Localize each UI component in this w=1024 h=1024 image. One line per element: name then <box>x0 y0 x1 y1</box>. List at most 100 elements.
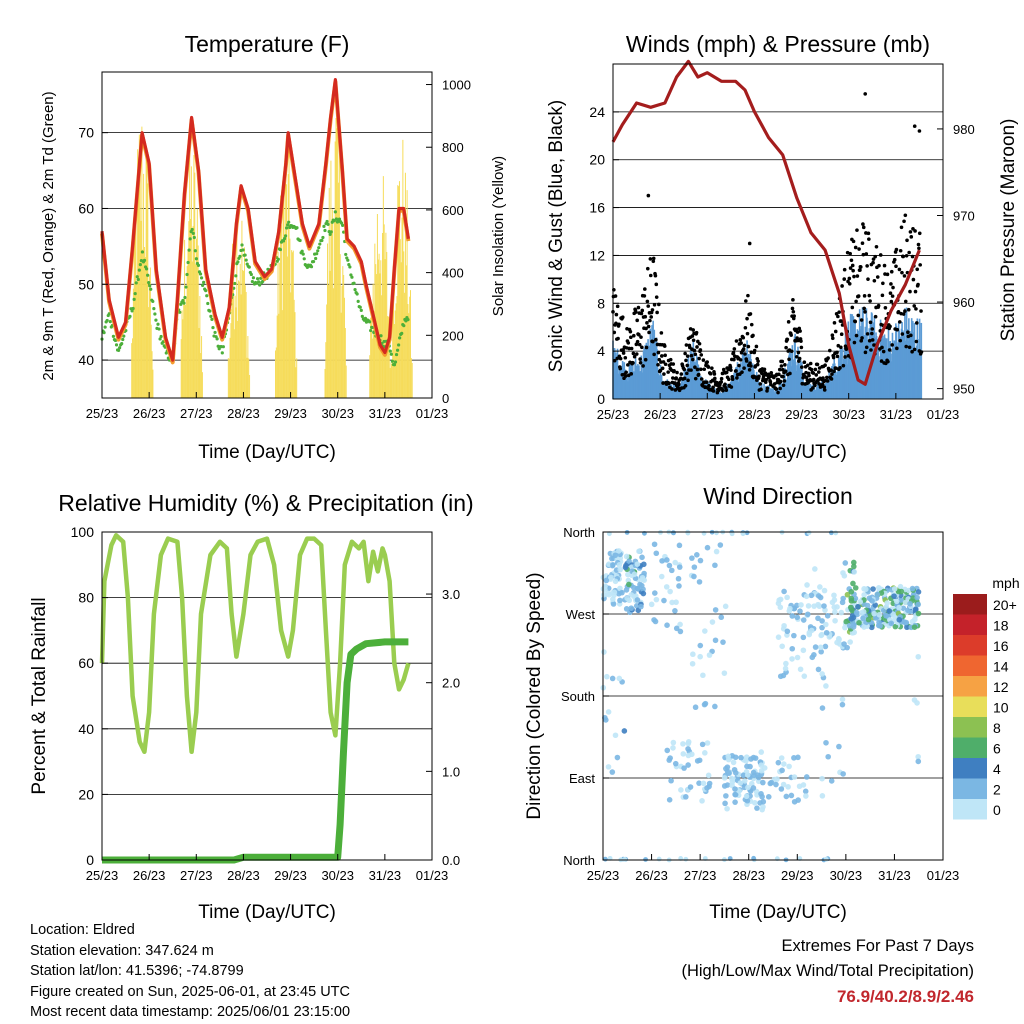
dewpoint-point <box>192 235 196 240</box>
y-tick-label: 24 <box>589 104 605 120</box>
gust-point <box>614 312 619 317</box>
gust-point <box>693 365 697 370</box>
direction-point <box>616 675 623 682</box>
direction-point <box>890 611 896 618</box>
direction-point <box>824 613 831 619</box>
gust-point <box>903 309 907 313</box>
direction-point <box>664 747 671 754</box>
dewpoint-point <box>138 263 142 267</box>
direction-point <box>789 645 796 652</box>
gust-point <box>898 338 903 343</box>
direction-point <box>680 751 687 757</box>
gust-point <box>860 336 864 340</box>
humidity-x-ticks: 25/23 26/23 27/23 28/23 29/23 30/23 31/23 01/23 <box>86 854 448 883</box>
gust-point <box>684 343 689 347</box>
gust-point <box>640 345 644 350</box>
x-tick-label: 25/23 <box>597 407 630 422</box>
gust-point <box>779 364 784 368</box>
direction-point <box>700 780 707 787</box>
direction-point <box>609 769 616 775</box>
gust-point <box>749 350 754 355</box>
direction-point <box>847 604 854 611</box>
gust-point <box>867 338 872 343</box>
gust-point <box>811 386 815 390</box>
direction-point <box>791 632 797 639</box>
gust-point <box>746 293 750 298</box>
direction-point <box>721 670 728 676</box>
direction-point <box>800 634 807 641</box>
direction-point <box>609 675 616 682</box>
direction-point <box>777 604 784 611</box>
gust-point <box>863 350 868 355</box>
direction-point <box>623 553 630 560</box>
direction-point <box>744 772 751 778</box>
gust-point <box>891 285 895 290</box>
direction-point <box>718 614 725 621</box>
direction-point <box>903 619 910 626</box>
gust-point <box>644 345 649 350</box>
gust-point <box>685 371 689 376</box>
gust-point <box>628 329 633 334</box>
y-tick-label: East <box>569 771 595 786</box>
gust-point <box>859 339 864 343</box>
direction-point <box>640 590 647 597</box>
gust-point <box>851 239 856 244</box>
gust-point <box>645 266 650 271</box>
dewpoint-point <box>215 337 219 341</box>
dewpoint-point <box>158 337 162 341</box>
gust-point <box>730 377 735 381</box>
gust-point <box>873 314 878 319</box>
gust-point <box>620 315 625 320</box>
gust-point <box>864 252 869 256</box>
dewpoint-point <box>202 280 206 284</box>
dewpoint-point <box>183 295 187 300</box>
direction-point <box>797 666 804 673</box>
direction-point <box>697 557 704 564</box>
direction-point <box>818 648 824 655</box>
y-tick-label: 16 <box>589 200 605 216</box>
dewpoint-point <box>146 273 150 277</box>
direction-point <box>611 589 618 596</box>
dewpoint-point <box>196 263 201 267</box>
direction-point <box>622 857 628 862</box>
gust-point <box>636 305 641 310</box>
direction-point <box>640 576 646 583</box>
direction-point <box>706 780 713 787</box>
dewpoint-point <box>318 242 322 246</box>
direction-y-label: Direction (Colored By Speed) <box>524 572 545 819</box>
direction-point <box>839 599 846 606</box>
gust-point <box>843 355 847 359</box>
extremes-title: Extremes For Past 7 Days <box>781 937 974 955</box>
direction-point <box>694 551 700 558</box>
direction-point <box>860 609 867 615</box>
x-tick-label: 26/23 <box>133 868 166 883</box>
legend-swatch <box>953 799 987 820</box>
dewpoint-point <box>341 223 345 227</box>
gust-point <box>792 314 796 318</box>
gust-point <box>738 338 743 342</box>
direction-point <box>610 596 616 603</box>
direction-point <box>789 656 795 662</box>
direction-point <box>634 585 641 592</box>
direction-point <box>758 749 765 755</box>
gust-point <box>746 344 751 349</box>
direction-point <box>689 555 695 561</box>
direction-point <box>668 777 674 784</box>
dewpoint-point <box>400 331 404 336</box>
gust-point <box>671 376 675 380</box>
x-tick-label: 28/23 <box>227 406 260 421</box>
direction-point <box>722 800 728 807</box>
direction-point <box>601 649 607 655</box>
gust-point <box>646 193 651 198</box>
legend-swatch <box>953 778 987 799</box>
direction-point <box>815 615 821 622</box>
gust-point <box>631 333 636 338</box>
y2-tick-label: 1000 <box>442 78 471 93</box>
x-tick-label: 25/23 <box>86 406 119 421</box>
gust-point <box>841 363 846 368</box>
gust-point <box>693 352 698 357</box>
direction-point <box>610 561 616 568</box>
direction-point <box>800 782 807 788</box>
dewpoint-point <box>285 226 289 230</box>
gust-point <box>685 354 690 358</box>
